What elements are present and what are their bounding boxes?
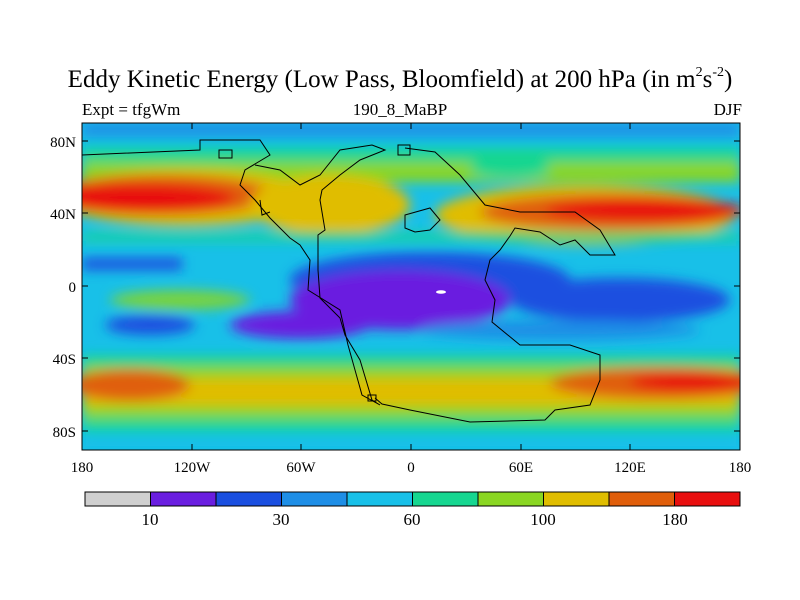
blob-pac-red bbox=[545, 199, 740, 221]
colorbar-box bbox=[150, 491, 217, 507]
colorbar-box bbox=[346, 491, 413, 507]
band-eq-blue-left bbox=[82, 258, 182, 270]
y-tick-label: 40S bbox=[53, 352, 76, 368]
x-tick-label: 60E bbox=[509, 460, 533, 476]
blob-eurasia-yellow bbox=[250, 175, 410, 235]
colorbar-box bbox=[674, 491, 741, 507]
y-tick-label: 80S bbox=[53, 425, 76, 441]
band-arctic bbox=[82, 123, 740, 137]
contour-field bbox=[82, 123, 740, 450]
x-tick-label: 120W bbox=[174, 460, 212, 476]
coastline-island-2 bbox=[218, 149, 233, 159]
x-tick-label: 180 bbox=[71, 460, 94, 476]
x-tick-label: 180 bbox=[729, 460, 752, 476]
white-speck bbox=[436, 290, 446, 294]
blob-sw-green bbox=[110, 290, 250, 310]
colorbar-label: 180 bbox=[662, 510, 688, 529]
chart-title: Eddy Kinetic Energy (Low Pass, Bloomfiel… bbox=[67, 64, 733, 93]
coastline-americas bbox=[81, 139, 387, 406]
run-code-label: 190_8_MaBP bbox=[352, 100, 448, 119]
coastline-gulf bbox=[259, 199, 271, 216]
coastline-europe bbox=[404, 207, 441, 233]
blob-pac-blue bbox=[510, 278, 730, 322]
blob-sh-red bbox=[630, 373, 740, 391]
colorbar-label: 10 bbox=[142, 510, 159, 529]
colorbar-box bbox=[543, 491, 610, 507]
colorbar-box bbox=[608, 491, 675, 507]
colorbar-box bbox=[84, 491, 151, 507]
colorbar-box bbox=[281, 491, 348, 507]
colorbar-box bbox=[477, 491, 544, 507]
coastline-island-3 bbox=[367, 394, 377, 402]
blob-east-teal bbox=[470, 158, 550, 178]
colorbar-box bbox=[215, 491, 282, 507]
blob-sa-violet bbox=[230, 311, 370, 339]
season-label: DJF bbox=[713, 100, 742, 119]
y-tick-label: 80N bbox=[50, 135, 76, 151]
x-tick-label: 120E bbox=[614, 460, 646, 476]
coastlines bbox=[81, 139, 616, 423]
x-tick-label: 60W bbox=[286, 460, 316, 476]
axis-ticks bbox=[81, 123, 741, 450]
colorbar-label: 100 bbox=[530, 510, 556, 529]
coastline-island-1 bbox=[397, 144, 411, 156]
coastline-afro-eurasia bbox=[374, 147, 616, 423]
colorbar-label: 60 bbox=[404, 510, 421, 529]
y-tick-label: 40N bbox=[50, 207, 76, 223]
x-axis-labels: 180 120W 60W 0 60E 120E 180 bbox=[71, 460, 752, 476]
y-axis-labels: 80N 40N 0 40S 80S bbox=[50, 135, 76, 441]
x-tick-label: 0 bbox=[407, 460, 415, 476]
experiment-label: Expt = tfgWm bbox=[82, 100, 181, 119]
blob-sw-blue bbox=[105, 315, 195, 335]
y-tick-label: 0 bbox=[69, 280, 77, 296]
colorbar-labels: 10 30 60 100 180 bbox=[142, 510, 688, 529]
blob-s-midblue bbox=[420, 320, 700, 340]
colorbar-label: 30 bbox=[273, 510, 290, 529]
colorbar bbox=[84, 491, 741, 507]
colorbar-box bbox=[412, 491, 479, 507]
blob-sh-orange-left bbox=[82, 369, 190, 401]
blob-atl-red bbox=[82, 184, 235, 212]
